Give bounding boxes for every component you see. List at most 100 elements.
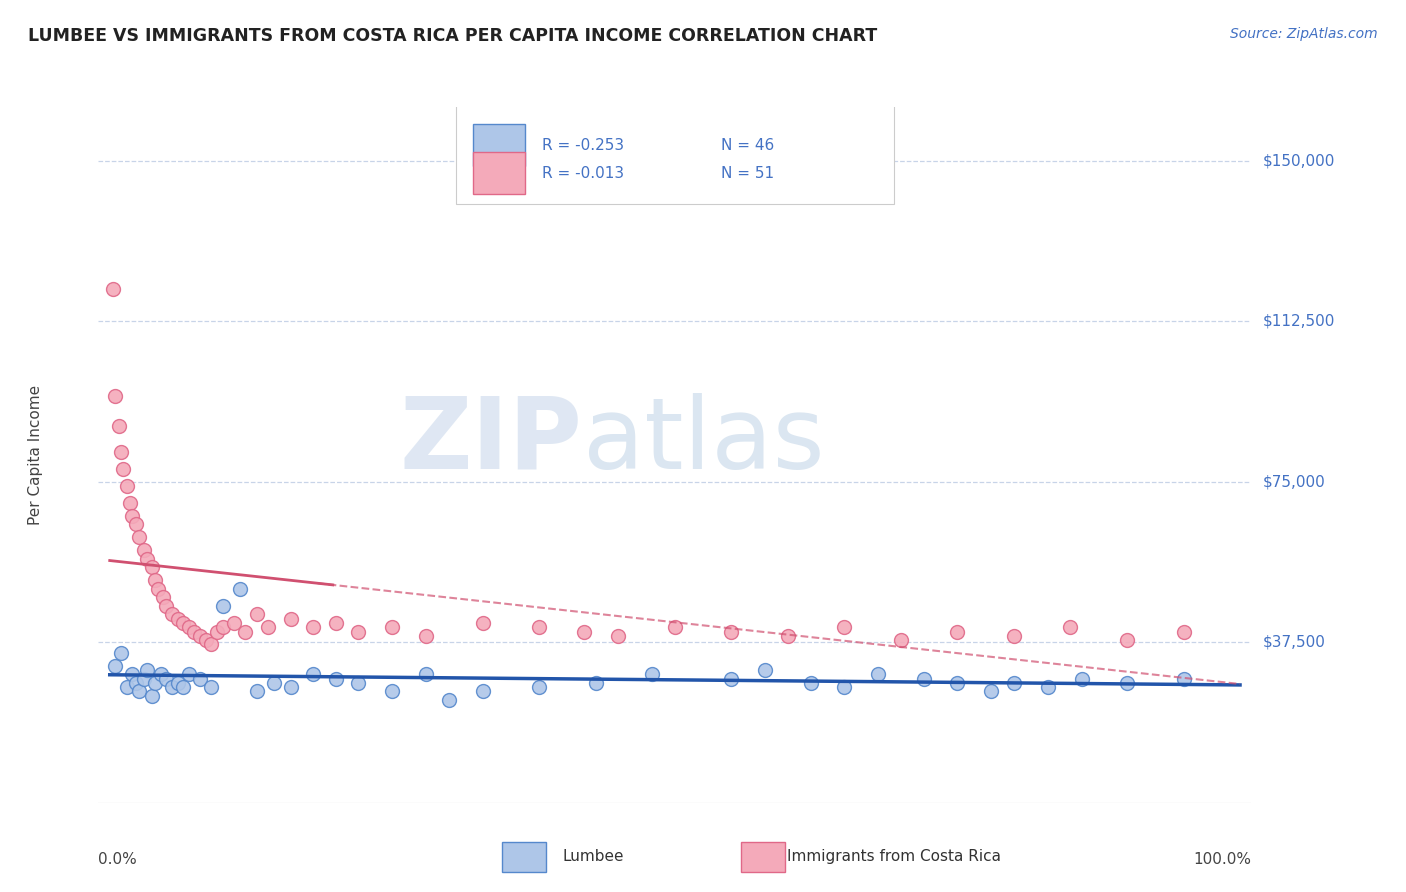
- Point: [110, 646, 132, 660]
- Point: [205, 624, 228, 639]
- Text: $150,000: $150,000: [1263, 153, 1336, 168]
- Point: [754, 663, 776, 677]
- Point: [121, 508, 143, 523]
- Point: [110, 444, 132, 458]
- Point: [228, 582, 250, 596]
- Point: [200, 637, 222, 651]
- Point: [302, 667, 325, 681]
- Point: [834, 680, 856, 694]
- Point: [152, 591, 174, 605]
- Point: [529, 680, 551, 694]
- Point: [132, 543, 155, 558]
- Point: [529, 620, 551, 634]
- Point: [302, 620, 325, 634]
- Point: [1116, 676, 1139, 690]
- Text: ZIP: ZIP: [399, 392, 582, 490]
- Point: [585, 676, 607, 690]
- Point: [136, 551, 159, 566]
- Point: [263, 676, 285, 690]
- Point: [720, 624, 742, 639]
- Point: [125, 676, 148, 690]
- Point: [471, 684, 494, 698]
- Point: [347, 624, 370, 639]
- Point: [415, 629, 437, 643]
- Text: N = 46: N = 46: [721, 137, 775, 153]
- Point: [132, 672, 155, 686]
- Point: [101, 282, 124, 296]
- Point: [121, 667, 143, 681]
- Text: N = 51: N = 51: [721, 166, 775, 181]
- Point: [172, 615, 194, 630]
- Point: [143, 676, 166, 690]
- Point: [120, 496, 142, 510]
- Point: [246, 607, 269, 622]
- Point: [834, 620, 856, 634]
- Point: [607, 629, 630, 643]
- Point: [141, 560, 163, 574]
- Point: [1002, 629, 1025, 643]
- Text: Lumbee: Lumbee: [562, 849, 624, 863]
- Point: [172, 680, 194, 694]
- Point: [471, 615, 494, 630]
- Point: [188, 629, 211, 643]
- Point: [200, 680, 222, 694]
- Point: [194, 633, 217, 648]
- Point: [325, 615, 347, 630]
- Text: atlas: atlas: [582, 392, 824, 490]
- Point: [437, 693, 460, 707]
- Point: [415, 667, 437, 681]
- Text: LUMBEE VS IMMIGRANTS FROM COSTA RICA PER CAPITA INCOME CORRELATION CHART: LUMBEE VS IMMIGRANTS FROM COSTA RICA PER…: [28, 27, 877, 45]
- Point: [946, 624, 969, 639]
- Point: [946, 676, 969, 690]
- Point: [1036, 680, 1059, 694]
- Point: [235, 624, 257, 639]
- Point: [980, 684, 1002, 698]
- Point: [641, 667, 664, 681]
- Point: [125, 517, 148, 532]
- Text: $75,000: $75,000: [1263, 475, 1326, 489]
- Point: [149, 667, 172, 681]
- Point: [177, 620, 200, 634]
- Point: [183, 624, 205, 639]
- Point: [211, 599, 233, 613]
- Point: [1059, 620, 1081, 634]
- Point: [381, 620, 404, 634]
- Text: $112,500: $112,500: [1263, 314, 1336, 328]
- Point: [115, 680, 138, 694]
- Point: [104, 389, 127, 403]
- Point: [166, 676, 188, 690]
- Point: [104, 658, 127, 673]
- Point: [1002, 676, 1025, 690]
- Point: [160, 607, 183, 622]
- Point: [107, 419, 129, 434]
- Point: [776, 629, 799, 643]
- Point: [1173, 672, 1195, 686]
- Text: $37,500: $37,500: [1263, 635, 1326, 649]
- FancyBboxPatch shape: [472, 153, 524, 194]
- Text: Immigrants from Costa Rica: Immigrants from Costa Rica: [787, 849, 1001, 863]
- Point: [128, 684, 150, 698]
- Point: [115, 479, 138, 493]
- Point: [148, 582, 170, 596]
- FancyBboxPatch shape: [456, 100, 894, 204]
- Point: [136, 663, 159, 677]
- Point: [720, 672, 742, 686]
- Point: [222, 615, 245, 630]
- Point: [381, 684, 404, 698]
- Point: [280, 680, 302, 694]
- Point: [155, 672, 177, 686]
- Point: [177, 667, 200, 681]
- Point: [347, 676, 370, 690]
- Point: [112, 462, 135, 476]
- Point: [325, 672, 347, 686]
- Point: [1070, 672, 1092, 686]
- Point: [166, 612, 188, 626]
- Text: R = -0.253: R = -0.253: [543, 137, 624, 153]
- Point: [160, 680, 183, 694]
- Point: [799, 676, 821, 690]
- Point: [188, 672, 211, 686]
- Point: [868, 667, 890, 681]
- Point: [257, 620, 280, 634]
- Point: [155, 599, 177, 613]
- Text: 0.0%: 0.0%: [98, 852, 138, 866]
